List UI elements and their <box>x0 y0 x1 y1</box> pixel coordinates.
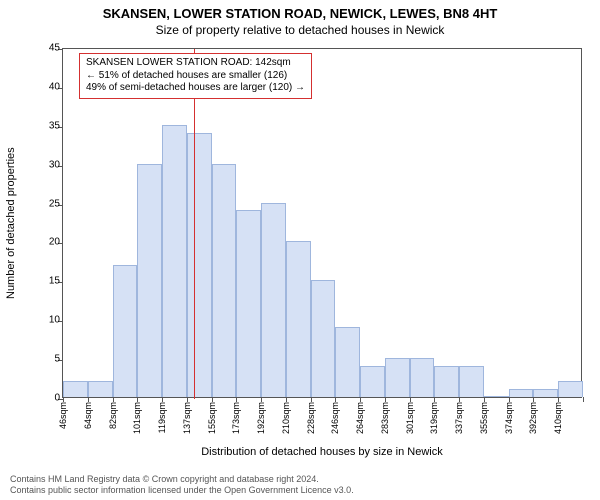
annotation-box: SKANSEN LOWER STATION ROAD: 142sqm← 51% … <box>79 53 312 99</box>
y-tick-label: 15 <box>30 276 60 287</box>
histogram-bar <box>137 164 162 397</box>
annotation-text-3: 49% of semi-detached houses are larger (… <box>86 82 305 95</box>
x-tick-label: 82sqm <box>108 402 118 429</box>
histogram-bar <box>360 366 385 397</box>
y-tick-label: 40 <box>30 81 60 92</box>
histogram-bar <box>212 164 237 397</box>
histogram-bar <box>385 358 410 397</box>
histogram-bar <box>335 327 360 397</box>
annotation-text-1: SKANSEN LOWER STATION ROAD: 142sqm <box>86 57 305 70</box>
y-tick-label: 5 <box>30 354 60 365</box>
y-tick-label: 10 <box>30 315 60 326</box>
x-tick-label: 192sqm <box>256 402 266 434</box>
annotation-text-2: ← 51% of detached houses are smaller (12… <box>86 70 305 83</box>
footer-line-2: Contains public sector information licen… <box>10 485 354 496</box>
histogram-bar <box>484 396 509 397</box>
y-axis-label: Number of detached properties <box>2 48 20 398</box>
annotation-marker-line <box>194 49 195 399</box>
footer-attribution: Contains HM Land Registry data © Crown c… <box>10 474 354 496</box>
x-axis-label: Distribution of detached houses by size … <box>62 446 582 458</box>
footer-line-1: Contains HM Land Registry data © Crown c… <box>10 474 354 485</box>
y-tick-label: 25 <box>30 198 60 209</box>
x-tick-label: 155sqm <box>207 402 217 434</box>
y-tick-label: 30 <box>30 159 60 170</box>
histogram-bar <box>434 366 459 397</box>
plot-area: SKANSEN LOWER STATION ROAD: 142sqm← 51% … <box>62 48 582 398</box>
chart-title-main: SKANSEN, LOWER STATION ROAD, NEWICK, LEW… <box>0 0 600 21</box>
x-tick-label: 46sqm <box>58 402 68 429</box>
histogram-bar <box>558 381 583 397</box>
chart-title-sub: Size of property relative to detached ho… <box>0 21 600 37</box>
x-tick-label: 319sqm <box>429 402 439 434</box>
histogram-bar <box>509 389 534 397</box>
histogram-bar <box>162 125 187 397</box>
histogram-bar <box>410 358 435 397</box>
histogram-bar <box>187 133 212 397</box>
x-tick-label: 137sqm <box>182 402 192 434</box>
x-tick-label: 301sqm <box>405 402 415 434</box>
x-tick-label: 337sqm <box>454 402 464 434</box>
x-tick-label: 228sqm <box>306 402 316 434</box>
x-tick-label: 392sqm <box>528 402 538 434</box>
x-tick-label: 374sqm <box>504 402 514 434</box>
histogram-bar <box>286 241 311 397</box>
histogram-bar <box>113 265 138 397</box>
x-tick-label: 173sqm <box>231 402 241 434</box>
x-tick-label: 264sqm <box>355 402 365 434</box>
x-tick-label: 210sqm <box>281 402 291 434</box>
x-tick-mark <box>583 397 584 402</box>
histogram-bar <box>533 389 558 397</box>
x-tick-label: 410sqm <box>553 402 563 434</box>
histogram-bar <box>236 210 261 397</box>
x-tick-label: 246sqm <box>330 402 340 434</box>
x-tick-label: 119sqm <box>157 402 167 433</box>
x-tick-label: 355sqm <box>479 402 489 434</box>
histogram-bar <box>311 280 336 397</box>
histogram-bar <box>63 381 88 397</box>
y-tick-label: 0 <box>30 393 60 404</box>
histogram-bar <box>459 366 484 397</box>
x-tick-label: 283sqm <box>380 402 390 434</box>
y-tick-label: 35 <box>30 120 60 131</box>
x-tick-label: 101sqm <box>132 402 142 434</box>
x-tick-label: 64sqm <box>83 402 93 429</box>
histogram-bar <box>88 381 113 397</box>
y-tick-label: 45 <box>30 43 60 54</box>
y-tick-label: 20 <box>30 237 60 248</box>
histogram-bar <box>261 203 286 397</box>
